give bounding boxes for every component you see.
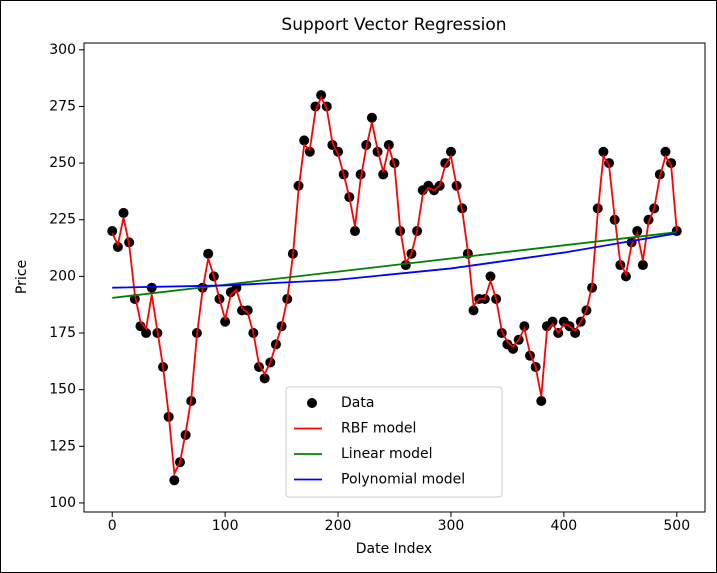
data-point [242,305,253,316]
data-point [141,328,152,339]
legend-box [285,386,503,498]
data-point [169,475,180,486]
data-point [316,90,327,101]
model-line [111,95,678,477]
data-point [129,294,140,305]
y-tick-label: 100 [49,495,76,511]
x-axis-label: Date Index [356,541,432,557]
data-point [349,226,360,237]
chart-title: Support Vector Regression [281,15,506,35]
y-tick-label: 125 [49,438,76,454]
data-point [660,146,671,157]
data-point [570,328,581,339]
legend-label: RBF model [341,421,416,437]
legend-label: Data [341,395,374,411]
model-line [112,231,677,299]
data-point [536,395,547,406]
x-tick-label: 100 [212,518,239,534]
data-point [203,248,214,259]
y-tick-label: 200 [49,268,76,284]
data-point [107,226,118,237]
data-point [637,260,648,271]
data-point [445,146,456,157]
model-line [112,232,677,289]
y-tick-label: 250 [49,155,76,171]
y-tick-label: 175 [49,325,76,341]
data-point [366,112,377,123]
data-point [378,169,389,180]
data-point [112,241,123,252]
data-point [547,316,558,327]
data-point [118,207,129,218]
data-point [519,321,530,332]
data-point [632,226,643,237]
y-tick-label: 150 [49,382,76,398]
data-point [259,373,270,384]
data-point [220,316,231,327]
axes-frame [83,42,706,513]
y-tick-label: 225 [49,212,76,228]
data-point [468,305,479,316]
legend-marker [307,398,317,408]
data-point [508,343,519,354]
x-tick-label: 300 [438,518,465,534]
x-tick-label: 0 [108,518,117,534]
x-tick-label: 400 [550,518,577,534]
y-tick-label: 275 [49,98,76,114]
plot [107,90,682,486]
x-tick-label: 500 [663,518,690,534]
data-point [485,271,496,282]
y-tick-label: 300 [49,42,76,58]
data-point [299,135,310,146]
legend-label: Linear model [341,446,433,462]
y-axis-label: Price [14,260,30,294]
data-point [304,146,315,157]
data-point [620,271,631,282]
x-tick-label: 200 [325,518,352,534]
data-point [598,146,609,157]
legend-label: Polynomial model [341,472,465,488]
